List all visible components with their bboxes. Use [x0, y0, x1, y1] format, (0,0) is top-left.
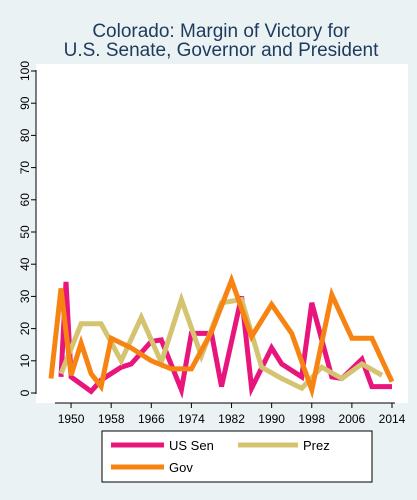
x-tick-label: 2014 — [379, 412, 406, 426]
x-tick-label: 1974 — [178, 412, 205, 426]
x-tick-label: 1958 — [98, 412, 125, 426]
y-tick-label: 100 — [18, 61, 32, 81]
chart-title: Colorado: Margin of Victory for — [92, 21, 350, 42]
legend-label-prez: Prez — [303, 438, 330, 453]
x-tick-label: 1982 — [218, 412, 245, 426]
series-lines — [48, 273, 395, 399]
x-tick-label: 1990 — [258, 412, 285, 426]
x-tick-label: 1998 — [298, 412, 325, 426]
legend-label-gov: Gov — [169, 460, 193, 475]
series-line-gov — [48, 273, 395, 399]
y-tick-label: 50 — [18, 225, 32, 239]
y-tick-label: 70 — [18, 161, 32, 175]
legend-label-us-sen: US Sen — [169, 438, 214, 453]
plot-area — [36, 64, 408, 403]
y-tick-label: 90 — [18, 96, 32, 110]
y-axis-ticks: 0 10 20 30 40 50 60 70 80 90 100 — [18, 61, 36, 396]
y-tick-label: 60 — [18, 193, 32, 207]
y-tick-label: 30 — [18, 289, 32, 303]
y-tick-label: 10 — [18, 354, 32, 368]
x-tick-label: 2006 — [339, 412, 366, 426]
x-axis-ticks: 1950 1958 1966 1974 1982 1990 1998 2006 2014 — [58, 403, 406, 426]
x-tick-label: 1966 — [138, 412, 165, 426]
legend: US Sen Prez Gov — [101, 430, 373, 483]
x-tick-label: 1950 — [58, 412, 85, 426]
y-tick-label: 0 — [18, 389, 32, 396]
chart-subtitle: U.S. Senate, Governor and President — [64, 40, 379, 61]
y-tick-label: 80 — [18, 128, 32, 142]
y-tick-label: 20 — [18, 322, 32, 336]
legend-box — [101, 430, 373, 483]
y-tick-label: 40 — [18, 257, 32, 271]
